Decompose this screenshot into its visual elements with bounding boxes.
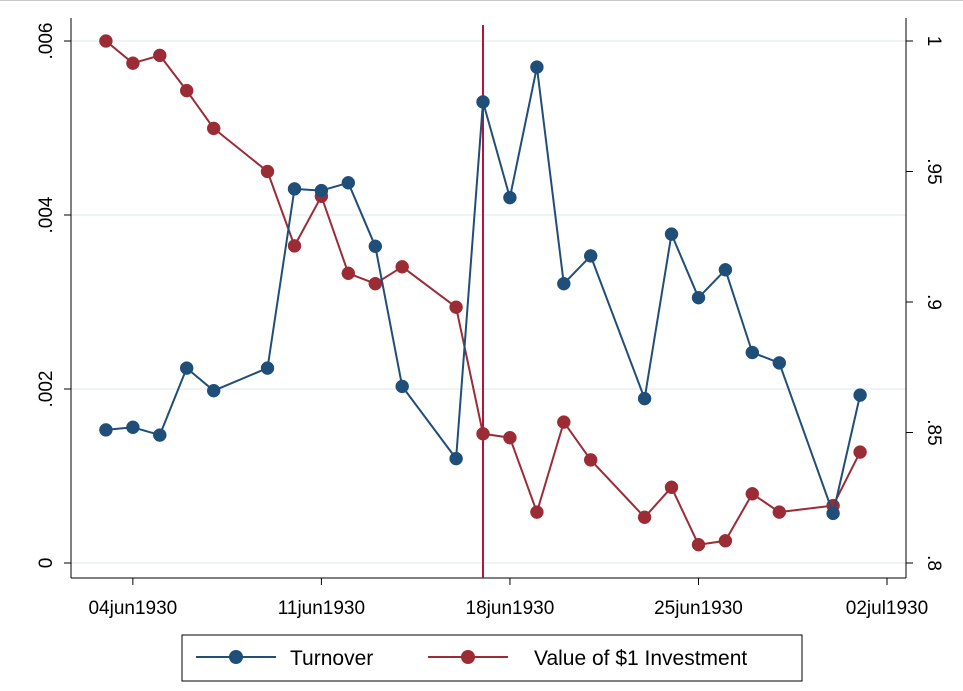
- data-point: [314, 183, 329, 198]
- left-axis-tick-label: .002: [36, 371, 57, 408]
- right-axis-tick-label: .85: [923, 419, 944, 445]
- data-point: [583, 249, 598, 263]
- left-axis-tick-label: .006: [36, 23, 57, 60]
- left-axis-tick-label: 0: [36, 558, 57, 569]
- data-point: [287, 239, 302, 253]
- left-axis-tick-label: .004: [36, 196, 57, 233]
- data-point: [853, 445, 867, 459]
- right-axis-tick-label: 1: [923, 36, 944, 47]
- data-point: [368, 239, 383, 254]
- data-point: [206, 121, 221, 136]
- right-y-axis: .8 .85 .9 .95 1: [906, 36, 944, 571]
- data-point: [637, 391, 652, 406]
- x-axis-tick-label: 02jul1930: [846, 598, 928, 619]
- data-point: [153, 428, 167, 442]
- data-point: [557, 276, 571, 291]
- data-point: [557, 415, 571, 429]
- data-point: [503, 190, 517, 205]
- data-point: [395, 379, 409, 394]
- data-point: [772, 505, 787, 519]
- data-point: [287, 182, 302, 196]
- data-point: [772, 356, 787, 370]
- data-point: [179, 83, 194, 98]
- data-point: [745, 487, 760, 501]
- data-point: [826, 506, 840, 521]
- data-point: [368, 276, 383, 291]
- right-axis-tick-label: .95: [923, 158, 944, 184]
- legend-label-turnover: Turnover: [290, 647, 373, 670]
- data-point: [341, 176, 356, 190]
- right-axis-tick-label: .9: [923, 294, 944, 310]
- x-axis-tick-label: 11jun1930: [278, 598, 365, 619]
- data-point: [449, 300, 463, 314]
- data-point: [664, 227, 679, 241]
- data-point: [260, 164, 275, 179]
- legend-marker-turnover: [229, 650, 243, 664]
- data-point: [341, 266, 356, 281]
- data-point: [853, 388, 867, 402]
- data-point: [718, 263, 733, 277]
- data-point: [530, 60, 544, 74]
- right-axis-tick-label: .8: [923, 555, 944, 571]
- data-point: [126, 420, 140, 435]
- data-point: [530, 505, 544, 519]
- data-point: [476, 427, 490, 441]
- x-axis: 04jun1930 11jun1930 18jun1930 25jun1930 02ju…: [88, 578, 928, 619]
- data-point: [449, 451, 463, 466]
- legend: Turnover Value of $1 Investment: [181, 634, 803, 682]
- data-point: [179, 361, 194, 375]
- data-point: [395, 260, 409, 274]
- data-point: [476, 95, 490, 109]
- left-y-axis: 0 .002 .004 .006: [36, 23, 71, 569]
- data-point: [718, 534, 733, 548]
- series-turnover: [99, 60, 867, 521]
- legend-label-value: Value of $1 Investment: [534, 647, 747, 670]
- data-point: [206, 383, 221, 398]
- legend-marker-value: [461, 650, 475, 664]
- data-point: [153, 48, 167, 63]
- data-point: [503, 430, 517, 445]
- x-axis-tick-label: 25jun1930: [654, 598, 743, 619]
- data-point: [691, 537, 706, 552]
- data-point: [745, 345, 760, 360]
- data-point: [583, 453, 598, 467]
- series-value: [99, 34, 867, 552]
- x-axis-tick-label: 04jun1930: [88, 598, 177, 619]
- data-point: [637, 510, 652, 525]
- data-point: [126, 56, 140, 70]
- data-point: [691, 290, 706, 305]
- data-point: [664, 480, 679, 495]
- x-axis-tick-label: 18jun1930: [466, 598, 555, 619]
- data-point: [99, 423, 113, 437]
- data-point: [260, 361, 275, 375]
- series-layer: [99, 34, 867, 552]
- data-point: [99, 34, 113, 48]
